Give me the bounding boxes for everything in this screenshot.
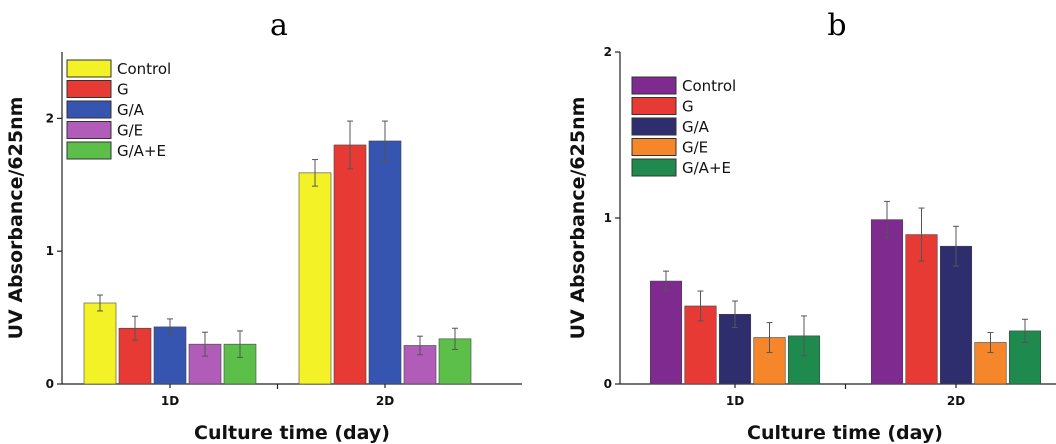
x-tick-label: 1D bbox=[161, 394, 179, 408]
bar-Control-2D bbox=[298, 172, 332, 385]
chart-panel-b: b 0 1 2 1D 2D Culture time (day) UV Absorbance/… bbox=[567, 8, 1056, 444]
legend-label: G/E bbox=[117, 122, 143, 140]
bar-G/A-2D bbox=[368, 140, 402, 385]
x-axis-title: Culture time (day) bbox=[747, 422, 943, 444]
legend-label: Control bbox=[117, 60, 171, 78]
x-tick-label: 2D bbox=[947, 394, 965, 408]
y-tick-label: 2 bbox=[604, 45, 612, 59]
legend-label: Control bbox=[682, 77, 736, 95]
bar-Control-2D bbox=[870, 219, 904, 385]
legend-swatch-G bbox=[631, 97, 677, 115]
y-axis-title: UV Absorbance/625nm bbox=[5, 97, 27, 340]
legend-swatch-G/A bbox=[66, 100, 112, 119]
legend-swatch-G/A+E bbox=[66, 141, 112, 160]
x-tick-label: 1D bbox=[726, 394, 744, 408]
x-tick-label: 2D bbox=[376, 394, 394, 408]
legend-swatch-G/E bbox=[66, 121, 112, 139]
legend-swatch-G/A bbox=[631, 117, 677, 136]
x-axis-title: Culture time (day) bbox=[194, 422, 390, 444]
legend-swatch-G/E bbox=[631, 138, 677, 156]
y-axis-title: UV Absorbance/625nm bbox=[567, 97, 589, 340]
panel-letter: b bbox=[827, 8, 846, 43]
bar-Control-1D bbox=[649, 280, 683, 385]
y-tick-label: 0 bbox=[604, 377, 612, 391]
legend-label: G bbox=[682, 98, 694, 116]
bar-G-2D bbox=[333, 144, 367, 385]
bar-G/A-1D bbox=[153, 326, 187, 385]
chart-panel-a: a 0 1 2 1D 2D Culture time (day) UV Absorbance/… bbox=[5, 8, 522, 444]
legend-swatch-G/A+E bbox=[631, 158, 677, 177]
legend-label: G bbox=[117, 81, 129, 99]
panel-letter: a bbox=[270, 8, 288, 43]
legend-label: G/A+E bbox=[117, 142, 166, 160]
legend-swatch-Control bbox=[66, 59, 112, 78]
legend-swatch-G bbox=[66, 80, 112, 98]
legend-label: G/A bbox=[682, 118, 710, 136]
legend-label: G/A+E bbox=[682, 159, 731, 177]
bar-Control-1D bbox=[83, 302, 117, 385]
legend-label: G/E bbox=[682, 139, 708, 157]
legend-swatch-Control bbox=[631, 76, 677, 95]
y-tick-label: 2 bbox=[46, 111, 54, 125]
y-tick-label: 1 bbox=[46, 244, 54, 258]
bar-G/A-2D bbox=[939, 245, 973, 385]
y-tick-label: 0 bbox=[46, 377, 54, 391]
legend-label: G/A bbox=[117, 101, 145, 119]
y-tick-label: 1 bbox=[604, 211, 612, 225]
